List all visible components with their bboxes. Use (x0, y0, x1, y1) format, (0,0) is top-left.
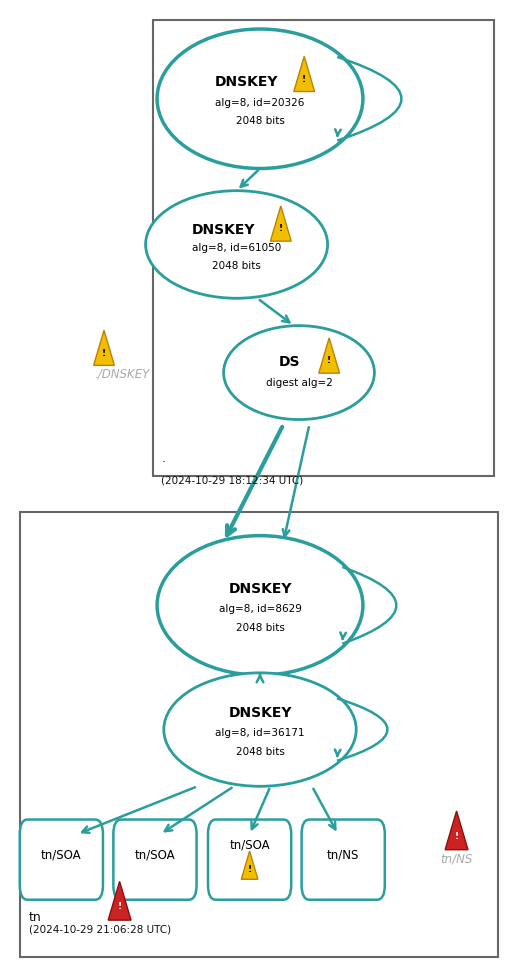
Polygon shape (108, 881, 131, 920)
Text: 2048 bits: 2048 bits (236, 746, 284, 756)
Polygon shape (319, 339, 340, 374)
Text: !: ! (302, 74, 306, 84)
Text: !: ! (279, 224, 283, 234)
Text: alg=8, id=36171: alg=8, id=36171 (215, 728, 305, 738)
Polygon shape (294, 58, 315, 93)
Text: alg=8, id=61050: alg=8, id=61050 (192, 243, 281, 253)
Ellipse shape (157, 30, 363, 169)
Text: DNSKEY: DNSKEY (215, 75, 279, 89)
Text: !: ! (102, 348, 106, 358)
Text: 2048 bits: 2048 bits (212, 261, 261, 271)
Text: alg=8, id=20326: alg=8, id=20326 (215, 98, 305, 107)
Text: !: ! (454, 830, 459, 840)
Text: tn/NS: tn/NS (440, 851, 473, 865)
Text: .: . (161, 451, 165, 464)
Ellipse shape (164, 39, 356, 160)
Text: digest alg=2: digest alg=2 (266, 378, 332, 388)
Polygon shape (445, 811, 468, 850)
Text: tn/SOA: tn/SOA (41, 847, 82, 861)
FancyBboxPatch shape (302, 820, 385, 900)
Ellipse shape (157, 536, 363, 675)
Text: (2024-10-29 21:06:28 UTC): (2024-10-29 21:06:28 UTC) (29, 923, 171, 933)
Ellipse shape (164, 673, 356, 786)
Polygon shape (94, 331, 114, 366)
Polygon shape (270, 207, 291, 242)
Text: DNSKEY: DNSKEY (192, 223, 255, 236)
FancyBboxPatch shape (20, 820, 103, 900)
Text: !: ! (248, 864, 252, 873)
Bar (20, 513, 498, 957)
Text: tn/SOA: tn/SOA (135, 847, 175, 861)
Ellipse shape (224, 326, 374, 420)
Text: alg=8, id=8629: alg=8, id=8629 (218, 604, 302, 614)
Text: !: ! (327, 356, 331, 365)
Text: tn: tn (29, 910, 42, 923)
Text: DNSKEY: DNSKEY (228, 581, 292, 595)
FancyBboxPatch shape (208, 820, 291, 900)
FancyBboxPatch shape (113, 820, 197, 900)
Ellipse shape (164, 545, 356, 666)
Text: tn/SOA: tn/SOA (229, 837, 270, 851)
Text: DNSKEY: DNSKEY (228, 705, 292, 719)
Text: ./DNSKEY: ./DNSKEY (95, 366, 150, 380)
Bar (153, 21, 494, 477)
Text: DS: DS (279, 355, 301, 368)
Text: (2024-10-29 18:12:34 UTC): (2024-10-29 18:12:34 UTC) (161, 475, 304, 485)
Polygon shape (241, 851, 258, 879)
Text: 2048 bits: 2048 bits (236, 116, 284, 126)
Text: tn/NS: tn/NS (327, 847, 359, 861)
Text: !: ! (118, 901, 122, 911)
Ellipse shape (146, 191, 328, 299)
Text: 2048 bits: 2048 bits (236, 622, 284, 632)
